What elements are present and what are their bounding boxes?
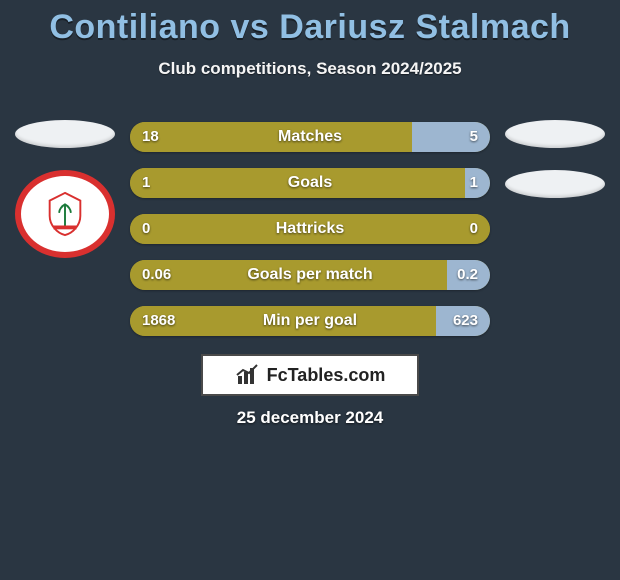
stat-label: Goals per match (130, 260, 490, 290)
comparison-bars: Matches18 5 Goals1 1 Hattricks0 0 Goals per ma… (130, 122, 490, 352)
brand-text: FcTables.com (267, 365, 386, 386)
player-avatar-right (505, 120, 605, 148)
stat-value-left: 1868 (142, 306, 175, 336)
stat-value-left: 0 (142, 214, 150, 244)
stat-value-right: 5 (470, 122, 478, 152)
club-avatar-right (505, 170, 605, 198)
brand-box: FcTables.com (201, 354, 419, 396)
player-avatar-left (15, 120, 115, 148)
club-crest-icon (42, 191, 88, 237)
stat-value-right: 623 (453, 306, 478, 336)
stat-value-left: 0.06 (142, 260, 171, 290)
stat-row: Hattricks0 0 (130, 214, 490, 244)
stat-value-left: 1 (142, 168, 150, 198)
stat-row: Matches18 5 (130, 122, 490, 152)
stat-label: Hattricks (130, 214, 490, 244)
stat-label: Min per goal (130, 306, 490, 336)
stat-value-left: 18 (142, 122, 159, 152)
stat-value-right: 1 (470, 168, 478, 198)
left-column (0, 120, 130, 258)
stat-value-right: 0.2 (457, 260, 478, 290)
stat-row: Goals per match0.06 0.2 (130, 260, 490, 290)
page-subtitle: Club competitions, Season 2024/2025 (0, 59, 620, 79)
stat-label: Goals (130, 168, 490, 198)
stat-label: Matches (130, 122, 490, 152)
chart-icon (235, 363, 259, 387)
page-title: Contiliano vs Dariusz Stalmach (0, 0, 620, 47)
right-column (490, 120, 620, 198)
stat-row: Goals1 1 (130, 168, 490, 198)
date-text: 25 december 2024 (0, 408, 620, 428)
club-badge-left (15, 170, 115, 258)
stat-row: Min per goal1868 623 (130, 306, 490, 336)
stat-value-right: 0 (470, 214, 478, 244)
